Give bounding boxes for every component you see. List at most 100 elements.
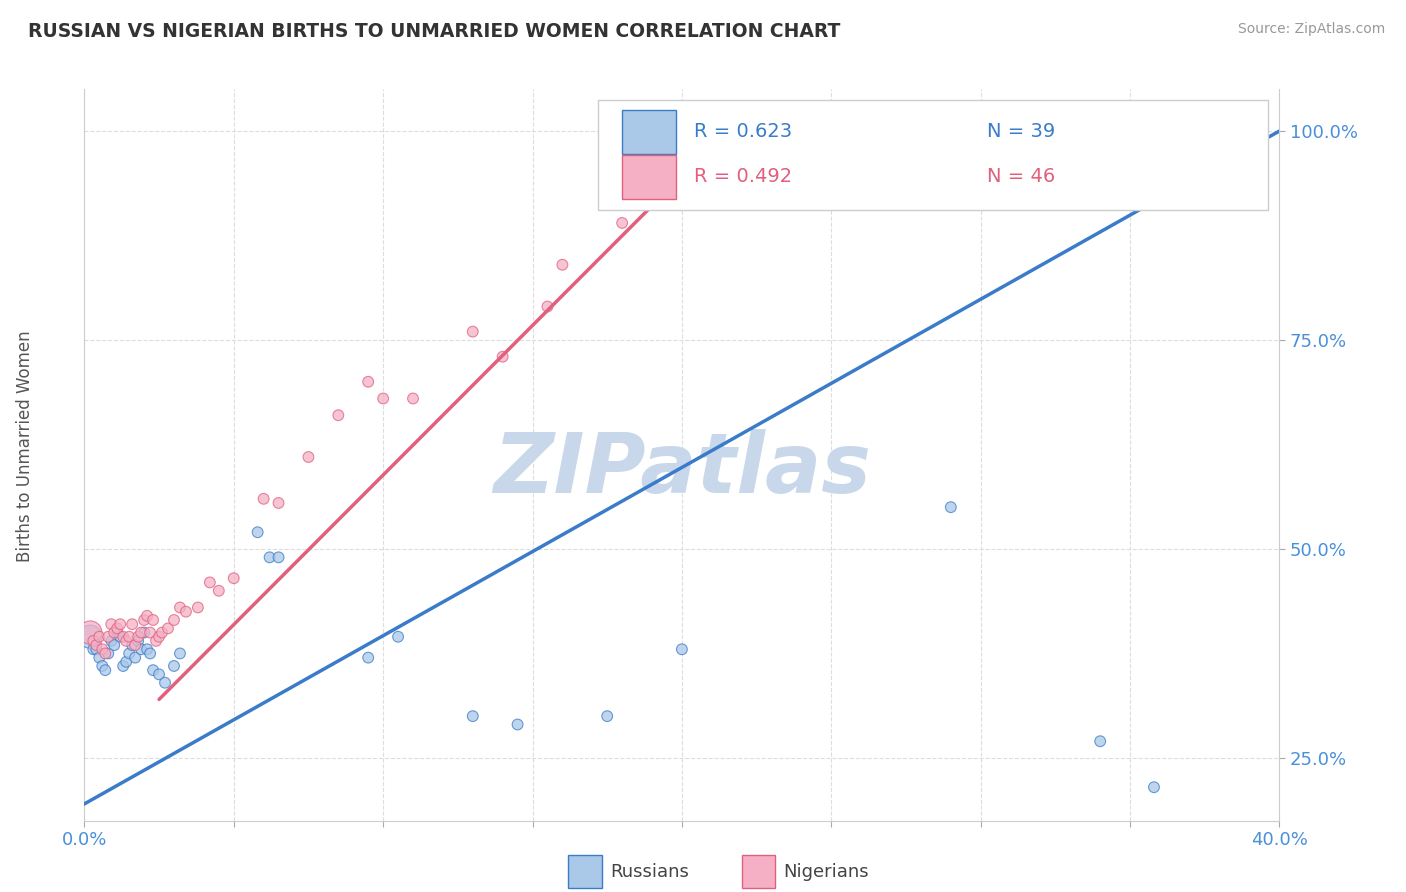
Point bbox=[163, 613, 186, 627]
Point bbox=[1194, 136, 1216, 151]
Point bbox=[112, 630, 135, 644]
Point bbox=[129, 625, 152, 640]
Point bbox=[89, 650, 111, 665]
Point bbox=[357, 650, 380, 665]
Point bbox=[118, 647, 141, 661]
Point bbox=[136, 642, 159, 657]
Point bbox=[79, 625, 101, 640]
Point bbox=[132, 625, 156, 640]
Text: R = 0.492: R = 0.492 bbox=[695, 168, 792, 186]
Point bbox=[461, 709, 484, 723]
Point bbox=[110, 617, 132, 632]
Text: Russians: Russians bbox=[610, 863, 689, 880]
Point bbox=[169, 647, 191, 661]
Point bbox=[103, 638, 125, 652]
Point bbox=[246, 525, 269, 540]
Point bbox=[145, 634, 167, 648]
Point bbox=[94, 663, 117, 677]
Point bbox=[82, 642, 104, 657]
Point bbox=[551, 258, 574, 272]
Point bbox=[253, 491, 276, 506]
Point bbox=[110, 630, 132, 644]
Text: Births to Unmarried Women: Births to Unmarried Women bbox=[17, 330, 34, 562]
Point bbox=[939, 500, 962, 515]
Point bbox=[357, 375, 380, 389]
Point bbox=[610, 216, 633, 230]
Point bbox=[536, 300, 558, 314]
Point bbox=[100, 617, 122, 632]
Point bbox=[267, 496, 290, 510]
Point bbox=[127, 634, 149, 648]
Point bbox=[148, 630, 170, 644]
Text: ZIPatlas: ZIPatlas bbox=[494, 429, 870, 510]
Point bbox=[297, 450, 319, 464]
Point bbox=[150, 625, 173, 640]
Point bbox=[371, 392, 394, 406]
Point bbox=[328, 408, 350, 422]
Point bbox=[387, 630, 409, 644]
Point bbox=[139, 647, 162, 661]
Point bbox=[187, 600, 209, 615]
Point bbox=[259, 550, 281, 565]
Text: N = 39: N = 39 bbox=[987, 122, 1054, 141]
Point bbox=[97, 630, 120, 644]
Point bbox=[124, 650, 146, 665]
Point bbox=[267, 550, 290, 565]
FancyBboxPatch shape bbox=[742, 855, 775, 888]
Point bbox=[127, 630, 149, 644]
Point bbox=[148, 667, 170, 681]
Text: RUSSIAN VS NIGERIAN BIRTHS TO UNMARRIED WOMEN CORRELATION CHART: RUSSIAN VS NIGERIAN BIRTHS TO UNMARRIED … bbox=[28, 22, 841, 41]
Point bbox=[118, 630, 141, 644]
Point bbox=[124, 638, 146, 652]
Point bbox=[198, 575, 221, 590]
Point bbox=[97, 647, 120, 661]
FancyBboxPatch shape bbox=[599, 100, 1267, 210]
Point bbox=[86, 638, 108, 652]
Point bbox=[142, 663, 165, 677]
FancyBboxPatch shape bbox=[621, 110, 676, 153]
Point bbox=[1143, 780, 1166, 795]
Point bbox=[157, 621, 180, 635]
Point bbox=[169, 600, 191, 615]
Point bbox=[129, 642, 152, 657]
Text: N = 46: N = 46 bbox=[987, 168, 1054, 186]
Point bbox=[208, 583, 231, 598]
Point bbox=[91, 659, 114, 673]
Point bbox=[132, 613, 156, 627]
Point bbox=[461, 325, 484, 339]
Point bbox=[100, 634, 122, 648]
Point bbox=[103, 625, 125, 640]
Text: R = 0.623: R = 0.623 bbox=[695, 122, 792, 141]
Point bbox=[139, 625, 162, 640]
Point bbox=[153, 675, 176, 690]
Point bbox=[91, 642, 114, 657]
FancyBboxPatch shape bbox=[621, 155, 676, 199]
Point bbox=[596, 709, 619, 723]
Point bbox=[136, 608, 159, 623]
Point bbox=[163, 659, 186, 673]
Point bbox=[142, 613, 165, 627]
Point bbox=[115, 655, 138, 669]
Point bbox=[671, 642, 693, 657]
Text: Source: ZipAtlas.com: Source: ZipAtlas.com bbox=[1237, 22, 1385, 37]
Point bbox=[94, 647, 117, 661]
Point bbox=[174, 605, 197, 619]
Point bbox=[86, 642, 108, 657]
Point bbox=[112, 659, 135, 673]
Point bbox=[105, 621, 128, 635]
FancyBboxPatch shape bbox=[568, 855, 602, 888]
Text: Nigerians: Nigerians bbox=[783, 863, 869, 880]
Point bbox=[115, 634, 138, 648]
Point bbox=[1088, 734, 1111, 748]
Point bbox=[105, 625, 128, 640]
Point bbox=[506, 717, 529, 731]
Point bbox=[82, 634, 104, 648]
Point bbox=[700, 157, 723, 171]
Point bbox=[79, 630, 101, 644]
Point bbox=[89, 630, 111, 644]
Point bbox=[222, 571, 245, 585]
Point bbox=[492, 350, 515, 364]
Point bbox=[121, 617, 143, 632]
Point bbox=[402, 392, 425, 406]
Point bbox=[121, 638, 143, 652]
